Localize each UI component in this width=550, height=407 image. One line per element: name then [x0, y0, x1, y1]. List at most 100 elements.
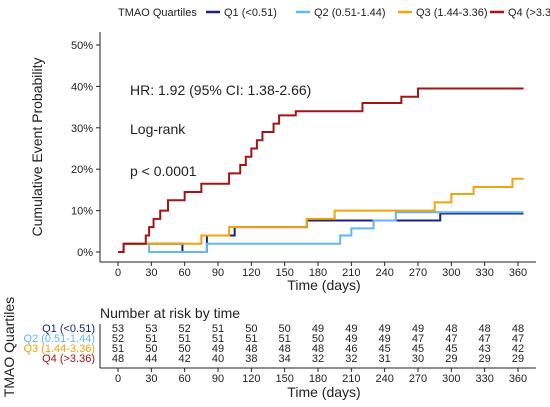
y-axis-label: Cumulative Event Probability — [29, 58, 45, 237]
x-tick-label: 270 — [409, 267, 427, 279]
risk-cell: 47 — [479, 333, 491, 345]
legend-label-q2: Q2 (0.51-1.44) — [314, 7, 386, 19]
risk-cell: 45 — [412, 343, 424, 355]
risk-cell: 38 — [245, 353, 257, 365]
y-tick-label: 0% — [77, 247, 93, 259]
legend-label-q3: Q3 (1.44-3.36) — [416, 7, 488, 19]
risk-cell: 47 — [412, 333, 424, 345]
risk-cell: 42 — [512, 343, 524, 355]
risk-cell: 32 — [345, 353, 357, 365]
x-tick-label: 180 — [309, 267, 327, 279]
risk-cell: 51 — [212, 323, 224, 335]
risk-x-tick-label: 0 — [115, 373, 121, 385]
risk-cell: 52 — [179, 323, 191, 335]
legend-label-q4: Q4 (>3.36) — [508, 7, 550, 19]
x-tick-label: 30 — [145, 267, 157, 279]
risk-cell: 50 — [279, 323, 291, 335]
risk-cell: 50 — [145, 343, 157, 355]
risk-row-label-q2: Q2 (0.51-1.44) — [23, 333, 95, 345]
risk-cell: 42 — [179, 353, 191, 365]
risk-cell: 48 — [512, 323, 524, 335]
x-tick-label: 90 — [212, 267, 224, 279]
risk-cell: 49 — [345, 323, 357, 335]
risk-cell: 32 — [312, 353, 324, 365]
x-tick-label: 120 — [242, 267, 260, 279]
risk-x-tick-label: 120 — [242, 373, 260, 385]
risk-cell: 53 — [145, 323, 157, 335]
risk-cell: 34 — [279, 353, 291, 365]
hr-annotation: HR: 1.92 (95% CI: 1.38-2.66) — [130, 82, 311, 98]
risk-cell: 48 — [245, 343, 257, 355]
risk-x-tick-label: 60 — [179, 373, 191, 385]
main-plot: 0% 10% 20% 30% 40% 50% 0 30 60 90 120 150 180 210 240… — [29, 32, 536, 293]
risk-table-title: Number at risk by time — [100, 305, 240, 321]
y-tick-label: 20% — [71, 164, 93, 176]
risk-x-tick-label: 210 — [342, 373, 360, 385]
y-tick-label: 50% — [71, 40, 93, 52]
risk-cell: 50 — [179, 343, 191, 355]
risk-cell: 51 — [212, 333, 224, 345]
risk-cell: 51 — [279, 333, 291, 345]
x-axis-label: Time (days) — [287, 277, 360, 293]
risk-cell: 51 — [179, 333, 191, 345]
risk-cell: 43 — [479, 343, 491, 355]
risk-cell: 49 — [379, 323, 391, 335]
risk-x-tick-label: 90 — [212, 373, 224, 385]
risk-x-tick-label: 180 — [309, 373, 327, 385]
logrank-annotation: Log-rank — [130, 121, 186, 137]
risk-cell: 45 — [445, 343, 457, 355]
x-tick-label: 150 — [275, 267, 293, 279]
risk-x-tick-label: 30 — [145, 373, 157, 385]
risk-cell: 49 — [312, 323, 324, 335]
x-tick-label: 360 — [509, 267, 527, 279]
km-curve-q4 — [118, 87, 524, 253]
risk-cell: 46 — [345, 343, 357, 355]
y-tick-label: 10% — [71, 206, 93, 218]
risk-cell: 51 — [245, 333, 257, 345]
legend-title: TMAO Quartiles — [118, 7, 197, 19]
legend-label-q1: Q1 (<0.51) — [224, 7, 277, 19]
x-tick-label: 210 — [342, 267, 360, 279]
risk-cell: 47 — [512, 333, 524, 345]
risk-x-tick-label: 240 — [375, 373, 393, 385]
x-tick-label: 60 — [179, 267, 191, 279]
y-tick-label: 30% — [71, 123, 93, 135]
km-curve-q3 — [118, 177, 524, 253]
risk-cell: 50 — [312, 333, 324, 345]
risk-cell: 48 — [112, 353, 124, 365]
x-tick-label: 240 — [375, 267, 393, 279]
risk-cell: 53 — [112, 323, 124, 335]
risk-cell: 48 — [279, 343, 291, 355]
risk-cell: 31 — [379, 353, 391, 365]
risk-cell: 48 — [445, 323, 457, 335]
risk-cell: 49 — [345, 333, 357, 345]
risk-cell: 48 — [312, 343, 324, 355]
risk-cell: 52 — [112, 333, 124, 345]
risk-x-tick-label: 330 — [475, 373, 493, 385]
risk-cell: 47 — [445, 333, 457, 345]
risk-cell: 44 — [145, 353, 157, 365]
risk-cell: 45 — [379, 343, 391, 355]
risk-row-label-q1: Q1 (<0.51) — [42, 323, 95, 335]
risk-cell: 30 — [412, 353, 424, 365]
risk-cell: 29 — [445, 353, 457, 365]
risk-cell: 49 — [212, 343, 224, 355]
risk-row-label-q4: Q4 (>3.36) — [42, 353, 95, 365]
risk-x-tick-label: 360 — [509, 373, 527, 385]
risk-cell: 51 — [145, 333, 157, 345]
risk-cell: 48 — [479, 323, 491, 335]
risk-x-tick-label: 150 — [275, 373, 293, 385]
pvalue-annotation: p < 0.0001 — [130, 163, 197, 179]
x-tick-label: 330 — [475, 267, 493, 279]
risk-table-ylabel: TMAO Quartiles — [1, 297, 17, 397]
risk-cell: 49 — [412, 323, 424, 335]
risk-table-xlabel: Time (days) — [287, 384, 360, 400]
risk-cell: 29 — [479, 353, 491, 365]
x-tick-label: 300 — [442, 267, 460, 279]
risk-cell: 40 — [212, 353, 224, 365]
risk-cell: 51 — [112, 343, 124, 355]
x-tick-label: 0 — [115, 267, 121, 279]
risk-row-label-q3: Q3 (1.44-3.36) — [23, 343, 95, 355]
